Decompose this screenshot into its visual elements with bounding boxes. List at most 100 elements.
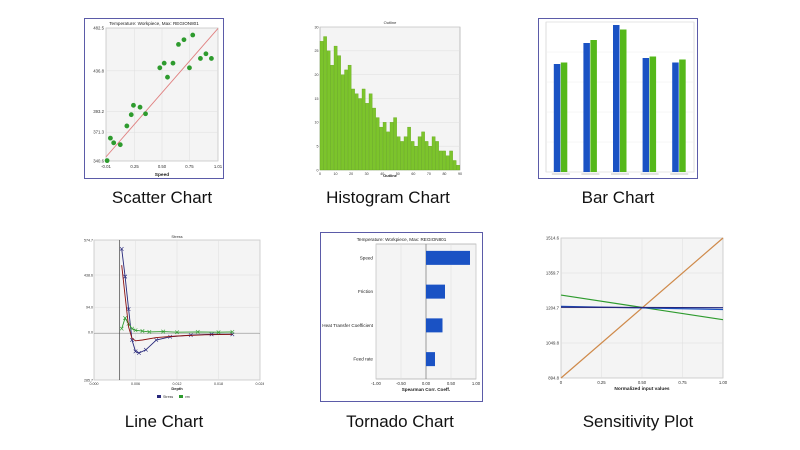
scatter-point	[209, 56, 214, 61]
line-chart: Stress -285.7 0.0 94.0 438.6 574.7 0.000 0.006 0…	[84, 232, 264, 402]
histogram-bar	[344, 69, 348, 171]
scatter-point	[128, 112, 134, 118]
x-tick-label: 80	[442, 172, 446, 176]
scatter-point	[161, 60, 167, 66]
sensitivity-plot-caption: Sensitivity Plot	[582, 412, 694, 431]
y-tick-label: 20	[315, 73, 319, 77]
histogram-bar	[431, 136, 436, 171]
series-marker	[119, 246, 124, 251]
series-marker	[140, 329, 145, 334]
y-tick-label: 5	[317, 144, 319, 148]
scatter-chart-caption: Scatter Chart	[111, 188, 213, 207]
histogram-bar	[421, 131, 425, 171]
y-tick-label: -285.7	[84, 378, 93, 382]
y-tick-label: 94.0	[86, 306, 93, 310]
x-tick-label: 0.018	[214, 382, 223, 386]
histogram-bar	[393, 117, 397, 171]
histogram-bar	[330, 64, 334, 171]
bar-blue	[642, 58, 650, 172]
sensitivity-plot: 894.8 1049.8 1204.7 1359.7 1514.6 0 0.25 0.50 0.…	[541, 232, 731, 402]
series-line	[121, 265, 233, 342]
bar-blue	[613, 25, 620, 172]
x-tick-label: 20	[349, 172, 353, 176]
x-axis-label: Speed	[155, 172, 169, 178]
histogram-bar	[449, 150, 453, 171]
y-tick-label: 393.2	[93, 109, 104, 114]
scatter-point	[131, 102, 136, 108]
x-tick-label: 0.75	[678, 380, 687, 385]
histogram-bar	[403, 136, 408, 171]
scatter-point	[157, 65, 163, 71]
scatter-point	[187, 65, 192, 71]
histogram-bar	[456, 165, 460, 171]
x-axis-label: Depth	[171, 386, 183, 391]
series-marker	[195, 329, 200, 334]
y-tick-label: 436.8	[93, 68, 104, 73]
x-tick-label: -0.01	[101, 164, 111, 169]
x-tick-label: 0.50	[638, 380, 647, 385]
x-tick-label: 0.75	[185, 164, 194, 169]
legend-label-vm: vm	[185, 395, 190, 399]
series-marker	[147, 329, 152, 334]
bar-green	[620, 29, 627, 172]
x-tick-label: 0.006	[131, 382, 140, 386]
x-tick-label: 1.00	[719, 380, 728, 385]
x-tick-label: 1.00	[472, 381, 481, 386]
series-marker	[216, 330, 221, 335]
histogram-bar	[337, 55, 341, 171]
histogram-bar	[333, 45, 338, 171]
x-axis-label: Outline	[383, 173, 398, 178]
x-tick-label: 10	[334, 172, 338, 176]
histogram-bar	[372, 107, 376, 171]
scatter-point	[104, 158, 110, 164]
chart-title: Outline	[384, 20, 397, 25]
category-label: Speed	[360, 255, 374, 260]
histogram-chart: Outline 0 5 10 15 20 25 30 0 10 20 30 40 50 60 70 80 90 Ou…	[313, 18, 463, 179]
x-tick-label: 0	[319, 172, 321, 176]
scatter-point	[117, 142, 123, 148]
histogram-bar	[323, 36, 327, 171]
histogram-bar	[452, 160, 457, 171]
x-tick-label: 0	[560, 380, 563, 385]
histogram-bar	[358, 98, 362, 171]
scatter-point	[170, 60, 176, 66]
x-tick-label: 0.50	[447, 381, 456, 386]
histogram-bar	[319, 41, 324, 171]
category-label: Friction	[358, 289, 374, 294]
scatter-point	[181, 37, 187, 43]
series-marker	[174, 330, 180, 335]
series-marker	[133, 349, 138, 354]
scatter-point	[111, 140, 117, 146]
y-tick-label: 25	[315, 49, 319, 53]
x-tick-label: 1.01	[214, 164, 223, 169]
y-tick-label: 1049.8	[546, 340, 560, 345]
chart-title: Temperature: Workpiece, Max: REGION801	[357, 237, 447, 242]
tornado-chart-panel: Temperature: Workpiece, Max: REGION801 -1…	[320, 232, 483, 402]
bar-chart-caption: Bar Chart	[581, 188, 655, 207]
series-marker	[161, 329, 166, 334]
x-tick-label: 90	[458, 172, 462, 176]
tornado-bar	[426, 284, 445, 299]
histogram-bar	[361, 88, 366, 171]
line-chart-panel: Stress -285.7 0.0 94.0 438.6 574.7 0.000 0.006 0…	[84, 232, 264, 402]
bar-chart-panel	[538, 18, 698, 179]
y-tick-label: 894.8	[548, 376, 559, 381]
tornado-chart-caption: Tornado Chart	[346, 412, 454, 431]
x-tick-label: 0.012	[173, 382, 182, 386]
y-tick-label: 574.7	[84, 238, 93, 242]
histogram-bar	[368, 93, 373, 171]
scatter-chart-panel: Temperature: Workpiece, Max: REGION801 34…	[84, 18, 224, 179]
histogram-bar	[326, 50, 331, 171]
x-tick-label: -1.00	[371, 381, 381, 386]
sensitivity-plot-panel: 894.8 1049.8 1204.7 1359.7 1514.6 0 0.25 0.50 0.…	[541, 232, 731, 402]
x-tick-label: 0.50	[158, 164, 167, 169]
histogram-bar	[417, 136, 422, 171]
chart-title: Temperature: Workpiece, Max: REGION801	[109, 21, 199, 26]
y-tick-label: 438.6	[84, 273, 93, 277]
scatter-point	[198, 56, 203, 61]
scatter-point	[203, 51, 209, 57]
series-marker	[126, 307, 131, 312]
x-tick-label: 30	[365, 172, 369, 176]
histogram-bar	[396, 136, 401, 171]
histogram-bar	[428, 146, 432, 171]
